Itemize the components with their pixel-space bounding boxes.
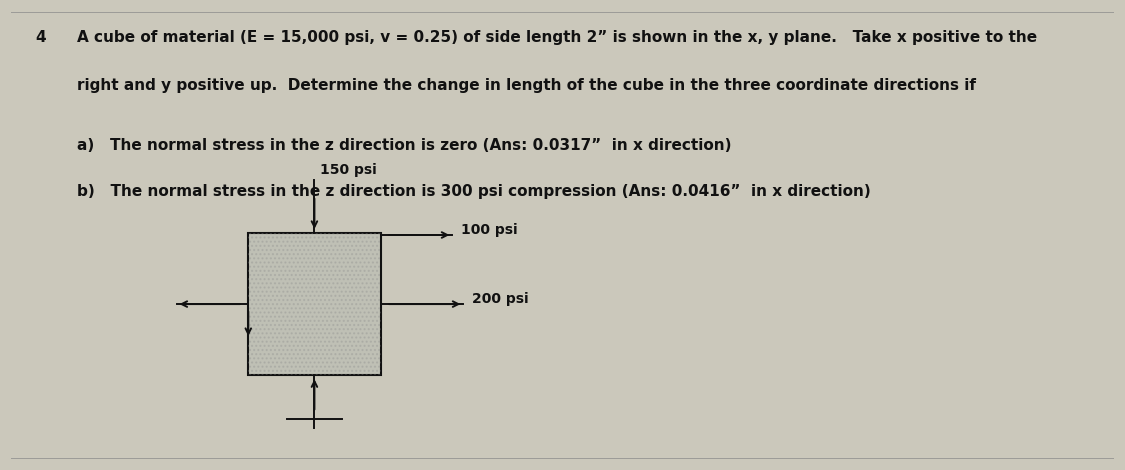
Text: A cube of material (E = 15,000 psi, v = 0.25) of side length 2” is shown in the : A cube of material (E = 15,000 psi, v = … — [78, 30, 1037, 45]
Text: right and y positive up.  Determine the change in length of the cube in the thre: right and y positive up. Determine the c… — [78, 78, 976, 94]
Bar — [249, 233, 380, 376]
Bar — [249, 233, 380, 376]
Text: 200 psi: 200 psi — [472, 292, 529, 306]
Text: 4: 4 — [36, 30, 46, 45]
Text: 100 psi: 100 psi — [461, 223, 518, 237]
Text: 150 psi: 150 psi — [319, 164, 377, 178]
Text: b)   The normal stress in the z direction is 300 psi compression (Ans: 0.0416”  : b) The normal stress in the z direction … — [78, 184, 871, 199]
Text: a)   The normal stress in the z direction is zero (Ans: 0.0317”  in x direction): a) The normal stress in the z direction … — [78, 138, 732, 153]
